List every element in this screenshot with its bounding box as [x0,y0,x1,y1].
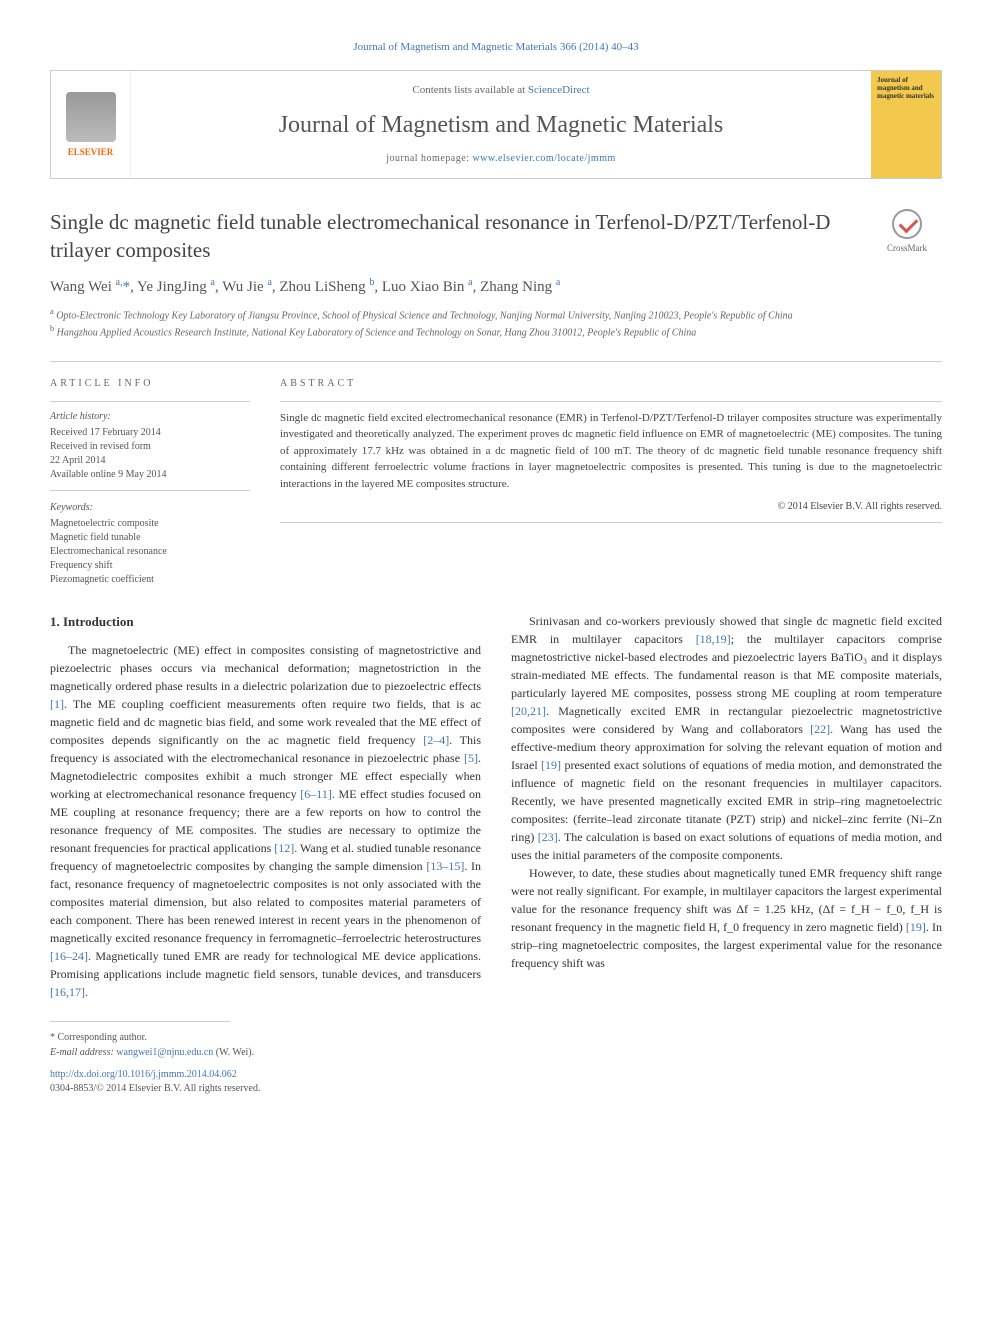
author-email-link[interactable]: wangwei1@njnu.edu.cn [116,1047,213,1058]
contents-prefix: Contents lists available at [412,84,527,96]
journal-name: Journal of Magnetism and Magnetic Materi… [143,109,859,143]
history-line: 22 April 2014 [50,454,250,468]
journal-header: ELSEVIER Contents lists available at Sci… [50,70,942,179]
email-line: E-mail address: wangwei1@njnu.edu.cn (W.… [50,1045,942,1060]
footer-separator [50,1021,230,1022]
sciencedirect-link[interactable]: ScienceDirect [528,84,590,96]
body-paragraph: The magnetoelectric (ME) effect in compo… [50,641,481,1001]
affiliation-b: b Hangzhou Applied Acoustics Research In… [50,323,942,340]
abstract-label: ABSTRACT [280,377,942,391]
journal-cover-thumbnail: Journal of magnetism and magnetic materi… [871,71,941,178]
crossmark-label: CrossMark [887,243,927,253]
affiliation-a: a Opto-Electronic Technology Key Laborat… [50,306,942,323]
article-info-label: ARTICLE INFO [50,377,250,391]
elsevier-tree-icon [66,92,116,142]
abstract-text: Single dc magnetic field excited electro… [280,410,942,493]
top-citation-link[interactable]: Journal of Magnetism and Magnetic Materi… [50,40,942,55]
title-row: Single dc magnetic field tunable electro… [50,209,942,264]
contents-line: Contents lists available at ScienceDirec… [143,83,859,98]
body-paragraph: Srinivasan and co-workers previously sho… [511,612,942,864]
author-list: Wang Wei a,*, Ye JingJing a, Wu Jie a, Z… [50,276,942,298]
abstract-panel: ABSTRACT Single dc magnetic field excite… [280,377,942,587]
homepage-prefix: journal homepage: [386,153,472,164]
crossmark-badge[interactable]: CrossMark [872,209,942,255]
homepage-link[interactable]: www.elsevier.com/locate/jmmm [472,153,615,164]
body-paragraph: However, to date, these studies about ma… [511,864,942,972]
keyword: Magnetic field tunable [50,531,250,545]
keyword: Electromechanical resonance [50,545,250,559]
footer-notes: * Corresponding author. E-mail address: … [50,1030,942,1060]
affiliations: a Opto-Electronic Technology Key Laborat… [50,306,942,341]
history-line: Received in revised form [50,440,250,454]
elsevier-logo: ELSEVIER [51,71,131,178]
body-text: 1. Introduction The magnetoelectric (ME)… [50,612,942,1002]
history-line: Available online 9 May 2014 [50,468,250,482]
corresponding-author: * Corresponding author. [50,1030,942,1045]
keyword: Frequency shift [50,559,250,573]
article-title: Single dc magnetic field tunable electro… [50,209,872,264]
keyword: Magnetoelectric composite [50,517,250,531]
article-info-panel: ARTICLE INFO Article history: Received 1… [50,377,250,587]
history-line: Received 17 February 2014 [50,426,250,440]
homepage-line: journal homepage: www.elsevier.com/locat… [143,152,859,166]
doi-link[interactable]: http://dx.doi.org/10.1016/j.jmmm.2014.04… [50,1068,942,1082]
history-label: Article history: [50,410,250,424]
keywords-label: Keywords: [50,501,250,515]
cover-text: Journal of magnetism and magnetic materi… [877,77,935,100]
header-center: Contents lists available at ScienceDirec… [131,71,871,178]
keyword: Piezomagnetic coefficient [50,573,250,587]
crossmark-icon [892,209,922,239]
elsevier-label: ELSEVIER [68,146,114,159]
divider [50,361,942,362]
issn-line: 0304-8853/© 2014 Elsevier B.V. All right… [50,1082,942,1096]
abstract-copyright: © 2014 Elsevier B.V. All rights reserved… [280,500,942,514]
section-heading: 1. Introduction [50,612,481,632]
info-abstract-row: ARTICLE INFO Article history: Received 1… [50,377,942,587]
